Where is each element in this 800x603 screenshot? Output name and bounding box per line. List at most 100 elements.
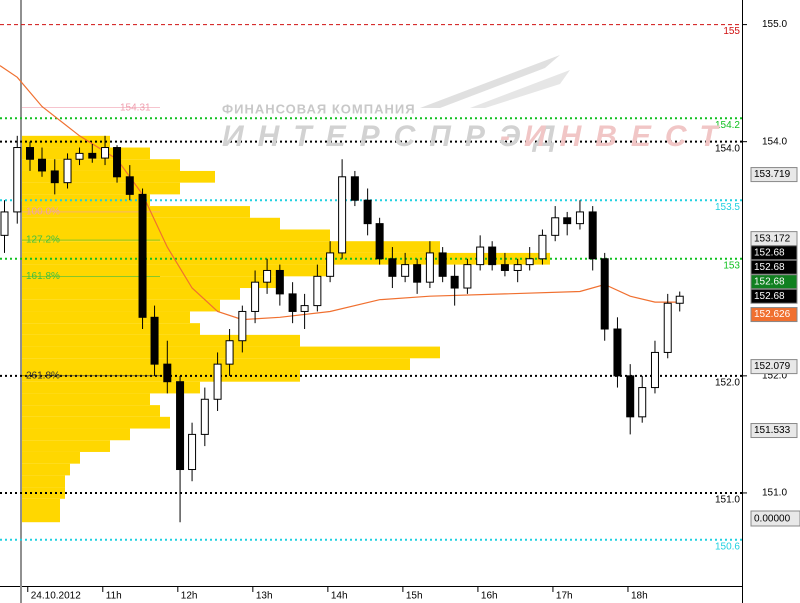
candle-body [275, 269, 284, 295]
candle-body [513, 264, 522, 271]
candle-body [500, 264, 509, 271]
candle-body [163, 363, 172, 383]
y-tick-label: 154.0 [762, 136, 787, 147]
x-tick-label: 12h [181, 591, 198, 602]
profile-bar [22, 334, 300, 347]
price-tag-box [750, 288, 798, 304]
x-tick-label: 11h [106, 591, 122, 602]
price-tag-box [750, 307, 798, 323]
candle-body [176, 381, 185, 471]
profile-bar [22, 475, 65, 488]
candle-body [363, 199, 372, 225]
candle-body [238, 310, 247, 342]
candle-body [326, 252, 335, 277]
profile-bar [22, 510, 60, 523]
candle-body [600, 258, 609, 330]
profile-bar [22, 217, 280, 230]
fib-label: 100.0% [26, 207, 60, 218]
watermark-company: ФИНАНСОВАЯ КОМПАНИЯ [222, 101, 416, 116]
price-tag: 153.719 [754, 169, 791, 180]
candle-body [225, 340, 234, 365]
level-label: 150.6 [715, 541, 740, 552]
candle-body [125, 176, 134, 195]
candle-body [525, 258, 534, 266]
profile-bar [22, 147, 150, 160]
axes: 155.0 154.0 152.0 151.0 24.10.2012 11h 12h 13h 1… [27, 19, 787, 602]
candle-body [413, 264, 422, 283]
level-label: 151.0 [715, 495, 740, 506]
profile-bar [22, 451, 80, 464]
price-tag: 152.079 [754, 361, 791, 372]
candle-body [0, 211, 9, 236]
candle-body [63, 158, 72, 184]
price-tag: 151.533 [754, 425, 791, 436]
candle-body [638, 387, 647, 418]
y-tick-label: 152.0 [762, 370, 787, 381]
fib-label: 154.31 [120, 102, 151, 113]
candle-body [663, 302, 672, 353]
candle-body [675, 295, 684, 304]
candle-body [613, 328, 622, 377]
candle-body [263, 269, 272, 283]
candle-body [650, 351, 659, 389]
ma-line [0, 65, 680, 321]
price-tag-box [750, 359, 798, 375]
candle-body [488, 246, 497, 266]
price-tag-box [750, 423, 798, 439]
candle-body [138, 193, 147, 318]
price-tag: 152.68 [754, 276, 785, 287]
price-tag: 152.68 [754, 247, 785, 258]
candle-body [213, 363, 222, 400]
x-tick-label: 17h [556, 591, 573, 602]
level-label: 154.0 [715, 143, 740, 154]
candle-body [626, 375, 635, 418]
candle-body [188, 433, 197, 471]
profile-bar [22, 311, 190, 324]
level-label: 153 [723, 260, 740, 271]
candle-body [26, 147, 35, 160]
candle-body [551, 217, 560, 236]
candle-body [438, 252, 447, 277]
candle-body [401, 264, 410, 277]
watermark-logo [420, 55, 560, 108]
candle-body [251, 281, 260, 312]
candle-body [300, 305, 309, 312]
candle-body [313, 275, 322, 307]
profile-bar [22, 416, 170, 429]
price-tag: 152.68 [754, 291, 785, 302]
watermark-logo [470, 70, 570, 108]
profile-bar [22, 487, 65, 499]
candle-body [38, 158, 47, 172]
profile-bar [22, 440, 110, 452]
level-label: 155 [723, 26, 740, 37]
price-tags: 153.719 153.172 152.68 152.68 152.68 152.68 15… [750, 167, 798, 439]
profile-bar [22, 393, 150, 406]
profile-bar [22, 159, 180, 171]
x-tick-label: 18h [631, 591, 648, 602]
profile-bar [22, 428, 130, 441]
y-tick-label: 155.0 [762, 19, 787, 30]
candle-body [425, 252, 434, 283]
candle-body [375, 223, 384, 260]
profile-bar [22, 463, 70, 476]
price-tag: 152.68 [754, 262, 785, 273]
x-tick-label: 24.10.2012 [31, 591, 81, 602]
watermark-name: ИНТЕРСПРЭД [222, 120, 570, 153]
candle-body [350, 176, 359, 201]
candle-body [388, 258, 397, 277]
candle-body [88, 152, 97, 159]
profile-bar [22, 381, 200, 394]
x-tick-label: 13h [256, 591, 273, 602]
candle-body [463, 264, 472, 289]
profile-bar [22, 241, 440, 253]
candle-body [476, 246, 485, 266]
candle-body [75, 152, 84, 160]
profile-bar [22, 299, 220, 312]
zero-tag: 0.00000 [754, 514, 791, 525]
candle-body [50, 170, 59, 184]
candle-body [288, 293, 297, 312]
candle-body [588, 211, 597, 260]
candle-body [113, 147, 122, 178]
x-tick-label: 15h [406, 591, 423, 602]
